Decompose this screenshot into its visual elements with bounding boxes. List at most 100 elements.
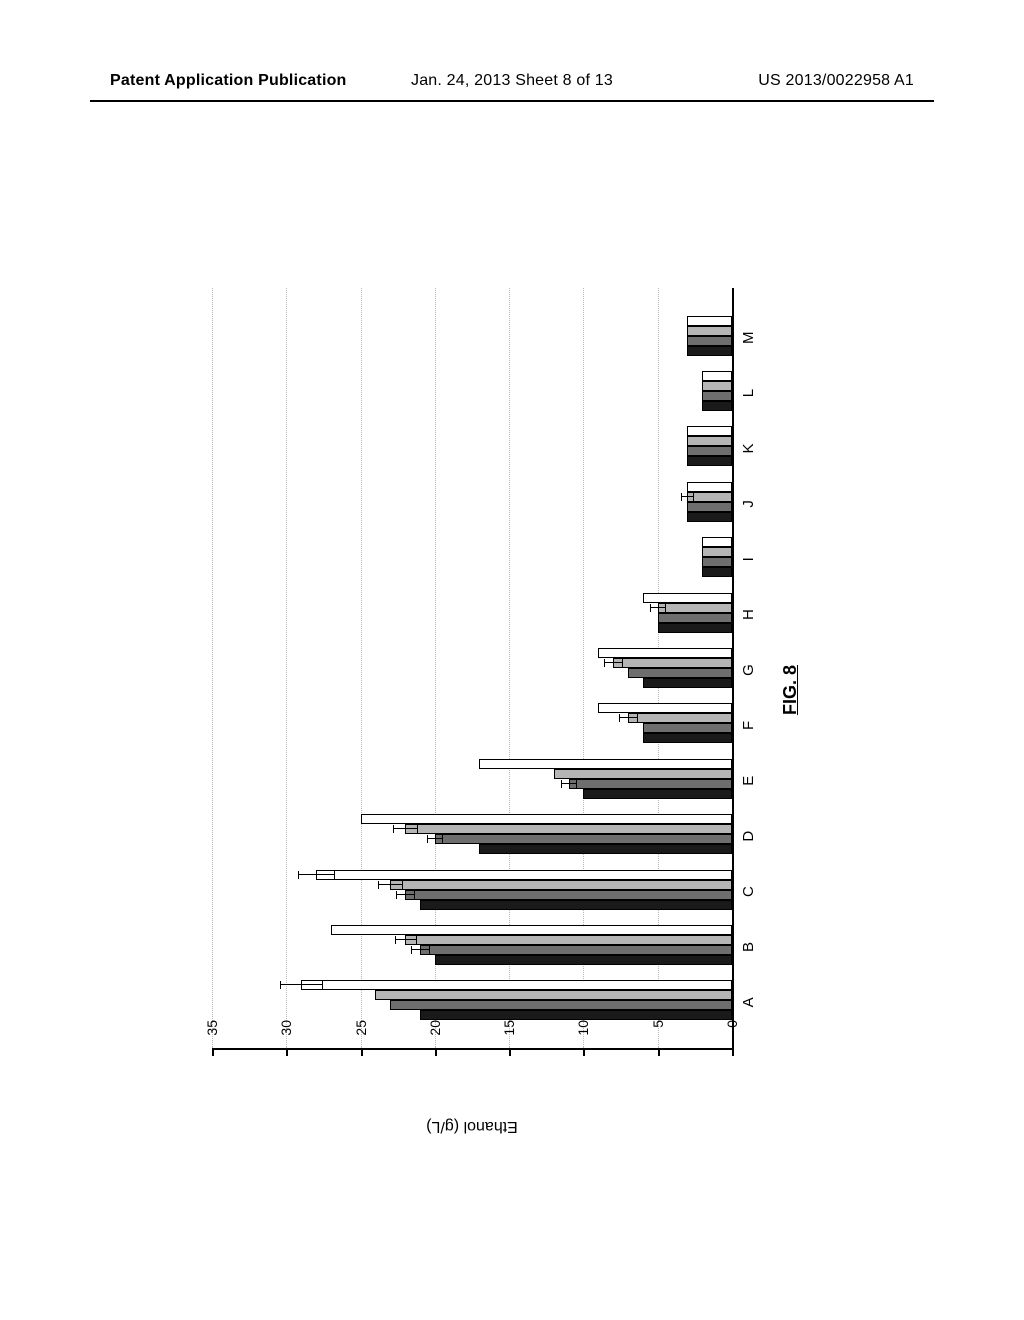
bar bbox=[420, 945, 732, 955]
error-bar bbox=[619, 717, 637, 718]
x-tick-label: L bbox=[740, 389, 757, 397]
bar bbox=[554, 769, 732, 779]
bar bbox=[420, 900, 732, 910]
error-cap bbox=[414, 891, 415, 899]
bar bbox=[479, 844, 732, 854]
bar bbox=[316, 870, 732, 880]
error-cap bbox=[402, 881, 403, 889]
bar bbox=[583, 789, 732, 799]
error-cap bbox=[416, 936, 417, 944]
x-tick-label: M bbox=[740, 331, 757, 344]
bar bbox=[405, 935, 732, 945]
bar bbox=[643, 723, 732, 733]
y-tick-label: 15 bbox=[501, 1020, 517, 1060]
x-tick-label: K bbox=[740, 443, 757, 453]
header-rule bbox=[90, 100, 934, 102]
error-cap bbox=[442, 835, 443, 843]
error-bar bbox=[396, 894, 414, 895]
bar bbox=[390, 880, 732, 890]
error-bar bbox=[427, 838, 442, 839]
bar bbox=[687, 336, 732, 346]
error-bar bbox=[298, 874, 334, 875]
error-cap bbox=[411, 946, 412, 954]
bar bbox=[702, 567, 732, 577]
bar bbox=[643, 593, 732, 603]
bar bbox=[687, 436, 732, 446]
y-axis-label: Ethanol (g/L) bbox=[426, 1117, 518, 1135]
x-tick-label: C bbox=[740, 886, 757, 897]
bar bbox=[687, 346, 732, 356]
error-cap bbox=[576, 780, 577, 788]
error-bar bbox=[393, 828, 417, 829]
bar bbox=[390, 1000, 732, 1010]
bar bbox=[435, 955, 732, 965]
x-tick-label: A bbox=[740, 997, 757, 1007]
header-left: Patent Application Publication bbox=[110, 72, 347, 90]
error-cap bbox=[393, 825, 394, 833]
bar bbox=[687, 316, 732, 326]
y-tick-label: 10 bbox=[575, 1020, 591, 1060]
figure-8: Ethanol (g/L) FIG. 8 05101520253035ABCDE… bbox=[192, 250, 832, 1130]
error-bar bbox=[411, 949, 429, 950]
error-cap bbox=[395, 936, 396, 944]
error-bar bbox=[604, 662, 622, 663]
figure-caption: FIG. 8 bbox=[780, 665, 801, 715]
bar bbox=[628, 713, 732, 723]
error-cap bbox=[650, 604, 651, 612]
bar bbox=[687, 446, 732, 456]
error-cap bbox=[561, 780, 562, 788]
bar bbox=[687, 426, 732, 436]
error-cap bbox=[396, 891, 397, 899]
error-cap bbox=[604, 659, 605, 667]
gridline bbox=[212, 288, 213, 1048]
bar bbox=[405, 890, 732, 900]
error-cap bbox=[427, 835, 428, 843]
x-tick-label: I bbox=[740, 557, 757, 561]
error-cap bbox=[619, 714, 620, 722]
bar bbox=[687, 482, 732, 492]
error-cap bbox=[298, 871, 299, 879]
error-cap bbox=[334, 871, 335, 879]
bar bbox=[643, 733, 732, 743]
bar bbox=[702, 401, 732, 411]
error-cap bbox=[429, 946, 430, 954]
bar bbox=[301, 980, 732, 990]
error-bar bbox=[378, 884, 402, 885]
bar bbox=[702, 391, 732, 401]
error-bar bbox=[561, 783, 576, 784]
error-bar bbox=[395, 939, 416, 940]
bar bbox=[613, 658, 732, 668]
plot-area bbox=[212, 288, 734, 1050]
error-cap bbox=[378, 881, 379, 889]
x-tick-label: B bbox=[740, 942, 757, 952]
y-tick-label: 30 bbox=[278, 1020, 294, 1060]
error-cap bbox=[665, 604, 666, 612]
bar bbox=[598, 703, 732, 713]
bar bbox=[702, 537, 732, 547]
error-cap bbox=[693, 493, 694, 501]
bar bbox=[687, 512, 732, 522]
bar bbox=[658, 603, 732, 613]
header-right: US 2013/0022958 A1 bbox=[758, 72, 914, 90]
bar bbox=[435, 834, 732, 844]
bar bbox=[361, 814, 732, 824]
y-tick-label: 0 bbox=[724, 1020, 740, 1060]
x-tick-label: F bbox=[740, 721, 757, 730]
x-tick-label: E bbox=[740, 776, 757, 786]
y-tick-label: 20 bbox=[427, 1020, 443, 1060]
bar bbox=[687, 502, 732, 512]
bar bbox=[569, 779, 732, 789]
bar bbox=[702, 557, 732, 567]
error-cap bbox=[681, 493, 682, 501]
bar bbox=[687, 326, 732, 336]
bar bbox=[687, 456, 732, 466]
bar bbox=[331, 925, 732, 935]
bar bbox=[643, 678, 732, 688]
error-cap bbox=[322, 981, 323, 989]
y-tick-label: 25 bbox=[353, 1020, 369, 1060]
error-cap bbox=[280, 981, 281, 989]
bar bbox=[420, 1010, 732, 1020]
bar bbox=[598, 648, 732, 658]
bar bbox=[658, 613, 732, 623]
bar bbox=[375, 990, 732, 1000]
